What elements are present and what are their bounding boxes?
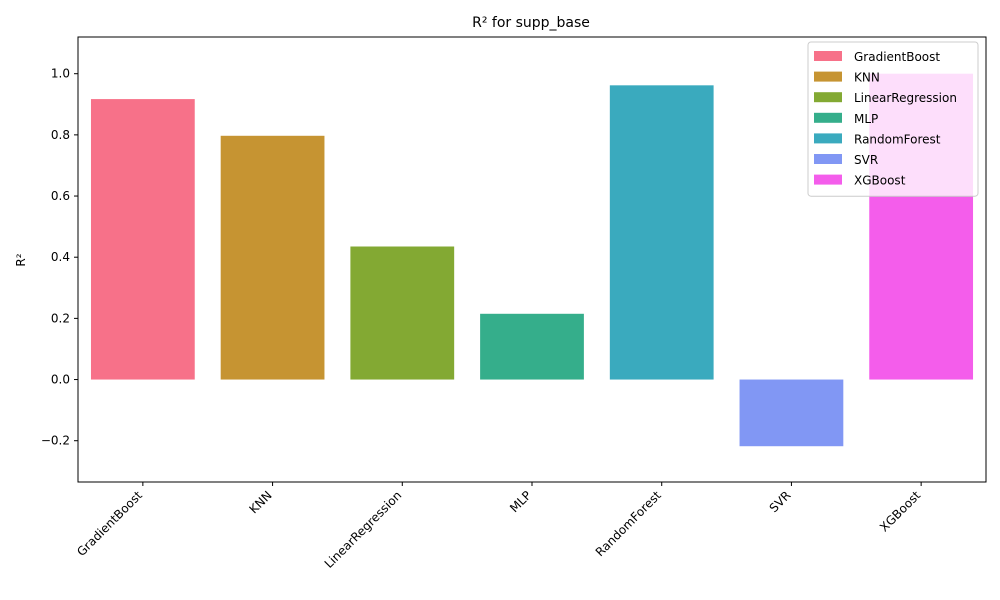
y-axis-label: R² (14, 253, 28, 266)
legend-swatch (814, 92, 842, 103)
legend-swatch (814, 154, 842, 164)
y-tick-label: 1.0 (51, 67, 70, 81)
bar-linearregression (350, 246, 455, 380)
legend-label: RandomForest (854, 132, 941, 146)
x-tick-label: MLP (507, 488, 534, 515)
legend-label: GradientBoost (854, 50, 940, 64)
legend-swatch (814, 174, 842, 185)
legend: GradientBoost KNN LinearRegression MLP Rando… (807, 41, 979, 197)
legend-swatch (814, 51, 842, 61)
legend-label: MLP (854, 112, 878, 126)
y-tick-label: 0.8 (51, 128, 70, 142)
legend-label: LinearRegression (854, 91, 957, 105)
legend-label: XGBoost (854, 174, 906, 188)
x-tick-label: RandomForest (593, 488, 664, 559)
legend-label: SVR (854, 153, 878, 167)
chart-title: R² for supp_base (472, 15, 590, 31)
legend-swatch (814, 71, 842, 82)
legend-box (807, 41, 979, 197)
x-tick-label: LinearRegression (322, 488, 405, 571)
y-tick-label: −0.2 (41, 434, 70, 448)
x-tick-label: SVR (767, 488, 794, 515)
legend-label: KNN (854, 71, 880, 85)
legend-swatch (814, 112, 842, 123)
bar-gradientboost (90, 99, 195, 380)
x-tick-label: XGBoost (877, 488, 923, 534)
y-tick-label: 0.6 (51, 189, 70, 203)
bar-svr (739, 379, 844, 447)
legend-swatch (814, 133, 842, 144)
y-tick-label: 0.2 (51, 311, 70, 325)
bar-knn (220, 135, 325, 380)
y-tick-label: 0.0 (51, 373, 70, 387)
bar-mlp (480, 313, 584, 380)
bar-randomforest (609, 85, 714, 380)
x-tick-label: GradientBoost (74, 488, 145, 559)
x-tick-label: KNN (247, 488, 275, 516)
y-tick-label: 0.4 (51, 250, 70, 264)
